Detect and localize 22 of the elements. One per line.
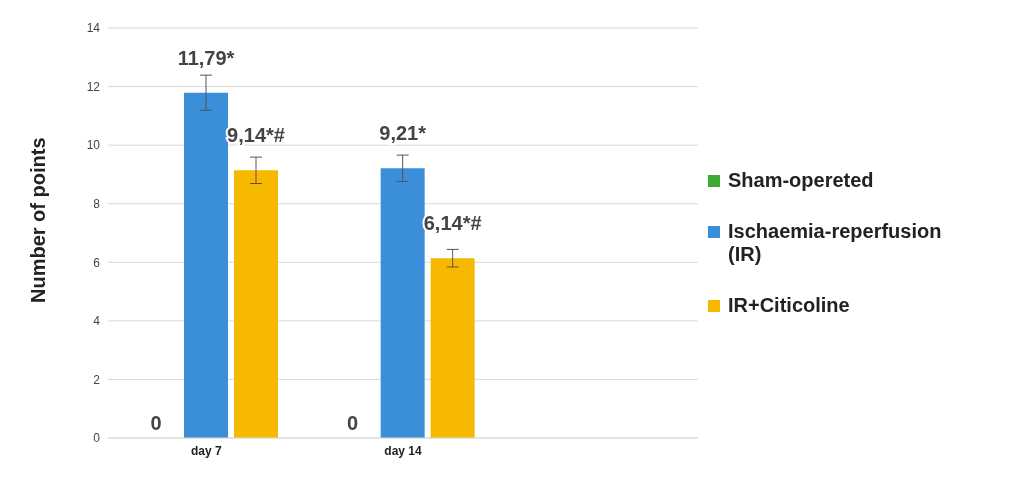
data-label: 9,21* [379,122,427,145]
y-tick-label: 10 [86,138,101,153]
data-label: 11,79* [177,46,235,69]
y-tick-label: 12 [86,79,101,94]
legend-label: Ischaemia-reperfusion (IR) [728,220,943,266]
y-tick-label: 8 [93,196,101,211]
bar [184,92,228,438]
legend-label: Sham-opereted [728,169,875,192]
y-tick-label: 14 [86,21,101,36]
y-tick-label: 6 [93,255,101,270]
data-label: 0 [347,411,359,434]
y-tick-label: 2 [93,372,101,387]
y-tick-label: 0 [93,431,101,446]
legend-label: IR+Citicoline [728,294,851,317]
bar [380,168,425,438]
x-tick-label: day 7 [190,443,222,458]
y-tick-label: 4 [93,314,101,329]
y-axis-title: Number of points [27,137,50,303]
data-label: 0 [150,411,162,434]
x-tick-label: day 14 [384,443,423,458]
bar [234,170,278,438]
bar [430,258,475,438]
